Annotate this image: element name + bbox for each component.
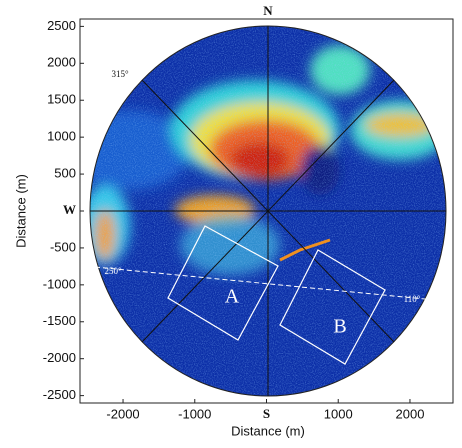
y-tick-label: 1500 xyxy=(47,92,76,107)
x-tick-label: 2000 xyxy=(396,406,425,421)
x-tick-label: -2000 xyxy=(106,406,139,421)
y-tick-label: W xyxy=(63,202,76,217)
x-tick-label: S xyxy=(263,406,270,421)
y-tick-label: -2000 xyxy=(43,350,76,365)
y-tick-label: 2500 xyxy=(47,18,76,33)
bearing-label: 315° xyxy=(111,69,129,79)
x-tick-label: 1000 xyxy=(324,406,353,421)
y-tick-label: -2500 xyxy=(43,387,76,402)
area-label: B xyxy=(333,316,346,338)
bearing-label: 250° xyxy=(104,266,122,276)
x-axis-label: Distance (m) xyxy=(231,423,305,438)
y-tick-label: -500 xyxy=(50,239,76,254)
x-tick-label: -1000 xyxy=(178,406,211,421)
bearing-label: 110° xyxy=(404,294,421,304)
y-tick-label: 1000 xyxy=(47,129,76,144)
north-label: N xyxy=(263,3,273,18)
bearing-label: 135° xyxy=(401,346,419,356)
y-tick-label: 500 xyxy=(54,166,76,181)
bearing-label: 45° xyxy=(404,66,417,76)
y-axis-label: Distance (m) xyxy=(13,174,28,248)
chart: N 315° 45° 250° 110° 225° 135° A B Dista… xyxy=(0,0,462,443)
bearing-label: 225° xyxy=(113,349,131,359)
y-tick-label: -1000 xyxy=(43,276,76,291)
y-tick-label: -1500 xyxy=(43,313,76,328)
y-tick-label: 2000 xyxy=(47,55,76,70)
area-label: A xyxy=(225,286,240,308)
bearing-lines xyxy=(90,26,446,396)
